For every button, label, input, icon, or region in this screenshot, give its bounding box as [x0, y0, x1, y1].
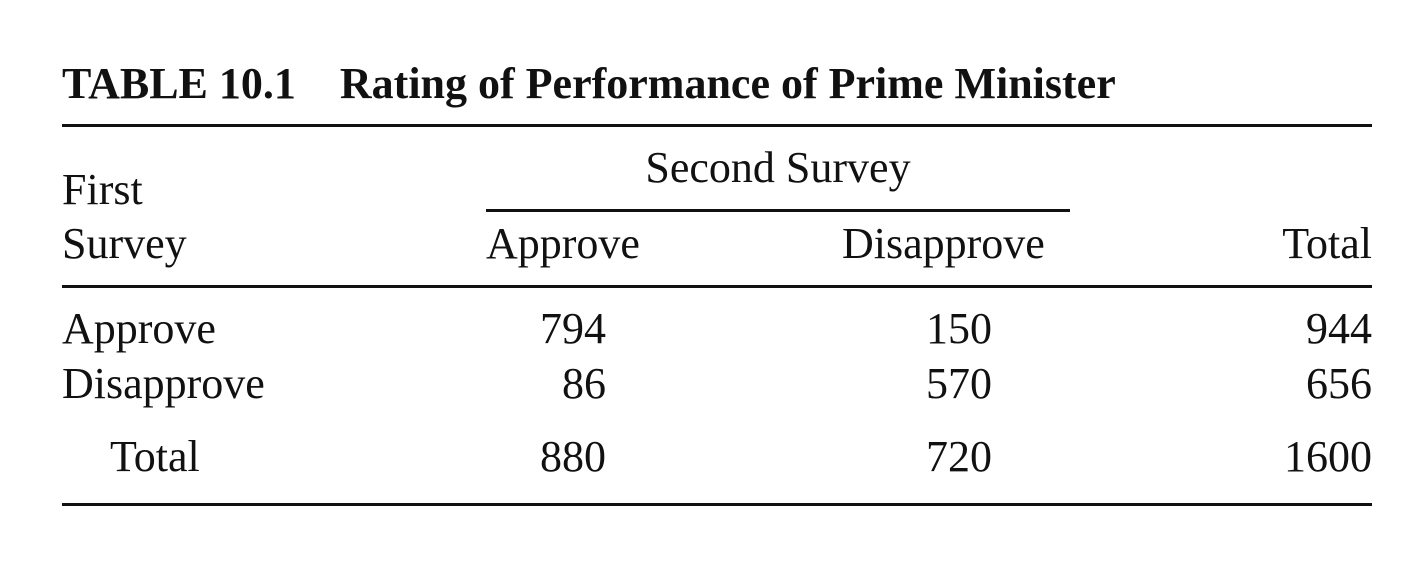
bottom-rule: [62, 503, 1372, 506]
table-cell: 656: [1306, 359, 1372, 408]
spanner-rule: [486, 209, 1070, 212]
table-cell: 1600: [1284, 432, 1372, 481]
table-caption: TABLE 10.1 Rating of Performance of Prime…: [62, 58, 1116, 110]
table-cell: 880: [540, 432, 606, 481]
table-cell: 794: [540, 304, 606, 353]
column-header-disapprove: Disapprove: [842, 219, 1045, 268]
table-cell: 86: [562, 359, 606, 408]
column-header-approve: Approve: [486, 219, 640, 268]
table-number: TABLE 10.1: [62, 59, 296, 108]
row-header-line-1: First: [62, 165, 143, 214]
table-cell: 720: [926, 432, 992, 481]
table-cell: 150: [926, 304, 992, 353]
table-cell: 944: [1306, 304, 1372, 353]
row-label-total: Total: [110, 432, 200, 481]
row-label-approve: Approve: [62, 304, 216, 353]
top-rule: [62, 124, 1372, 127]
spanner-header: Second Survey: [645, 143, 911, 192]
table-cell: 570: [926, 359, 992, 408]
column-header-total: Total: [1282, 219, 1372, 268]
table-title: Rating of Performance of Prime Minister: [339, 59, 1116, 108]
header-rule: [62, 285, 1372, 288]
row-header-line-2: Survey: [62, 219, 187, 268]
row-label-disapprove: Disapprove: [62, 359, 265, 408]
